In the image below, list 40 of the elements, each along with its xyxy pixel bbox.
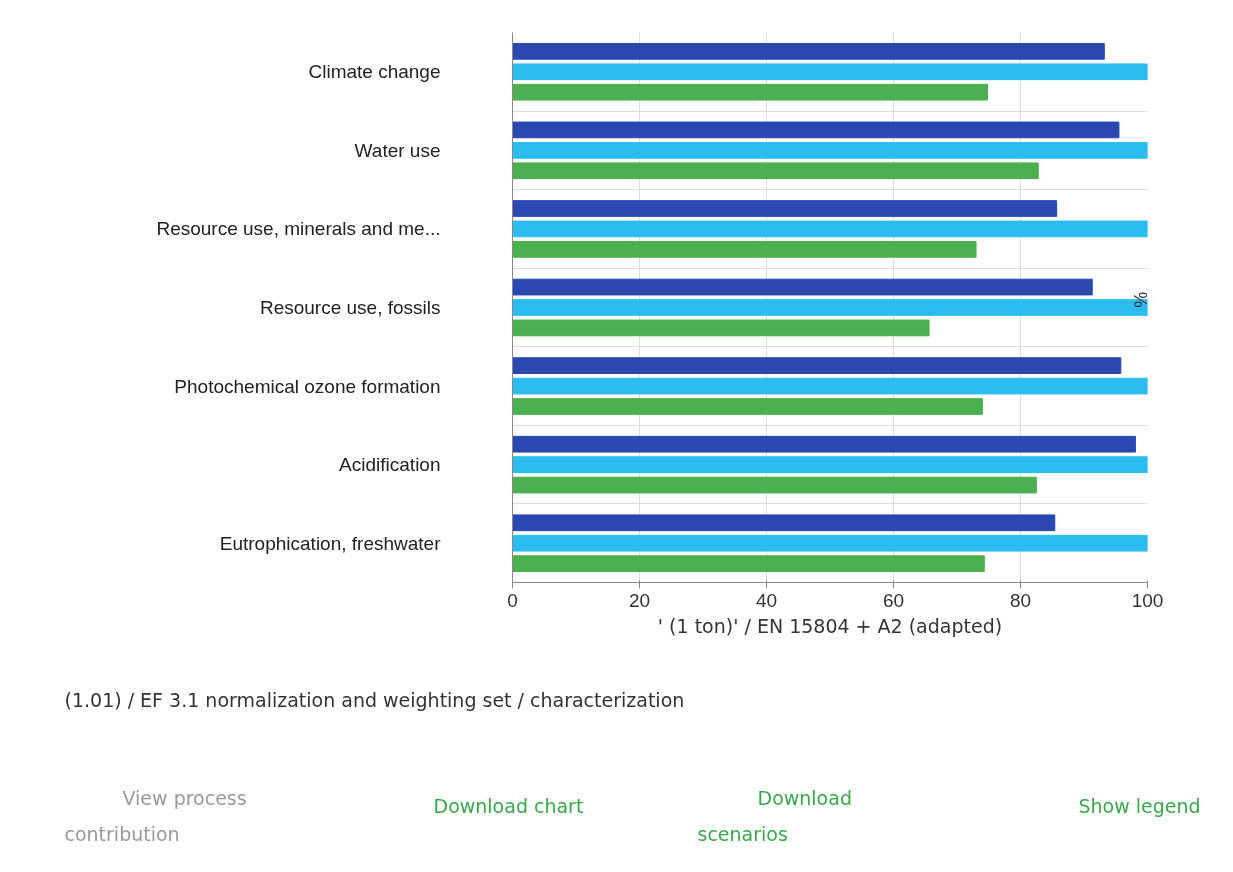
bar [512,377,1148,395]
bar [512,435,1136,453]
text: View process contribution [64,786,247,845]
x-tick-label: 80 [1009,589,1032,611]
bar [512,241,977,258]
y-tick-label: Water use [354,139,441,161]
bar [512,142,1148,159]
x-tick-label: 60 [882,589,905,611]
bar [512,121,1120,139]
y-tick-label: Climate change [308,61,441,83]
bar [512,43,1105,60]
y-tick-label: Resource use, minerals and me... [156,218,441,240]
bar [512,555,985,572]
x-tick-label: 0 [507,589,518,611]
x-axis-title: ' (1 ton)' / EN 15804 + A2 (adapted) [657,614,1003,637]
x-tick-label: 20 [628,589,651,611]
y-tick-label: Photochemical ozone formation [174,375,441,397]
bar [512,200,1058,217]
text: Show legend [1078,794,1201,817]
annotation: % [1129,291,1150,308]
bar [512,514,1056,532]
bar [512,456,1148,473]
bar [512,278,1093,296]
bar [512,63,1148,81]
text: Download scenarios [697,786,852,845]
x-tick-label: 100 [1131,589,1164,611]
y-tick-label: Resource use, fossils [259,297,441,318]
y-tick-label: Acidification [339,454,441,476]
bar [512,534,1148,552]
bar [512,83,988,101]
bar [512,220,1148,238]
text: (1.01) / EF 3.1 normalization and weighting set / characterization [64,688,685,711]
text: Download chart [433,794,584,817]
y-tick-label: Eutrophication, freshwater [219,532,442,554]
bar [512,398,983,415]
x-tick-label: 40 [755,589,778,611]
bar [512,319,930,337]
bar [512,357,1122,374]
bar [512,162,1039,180]
bar [512,476,1037,494]
